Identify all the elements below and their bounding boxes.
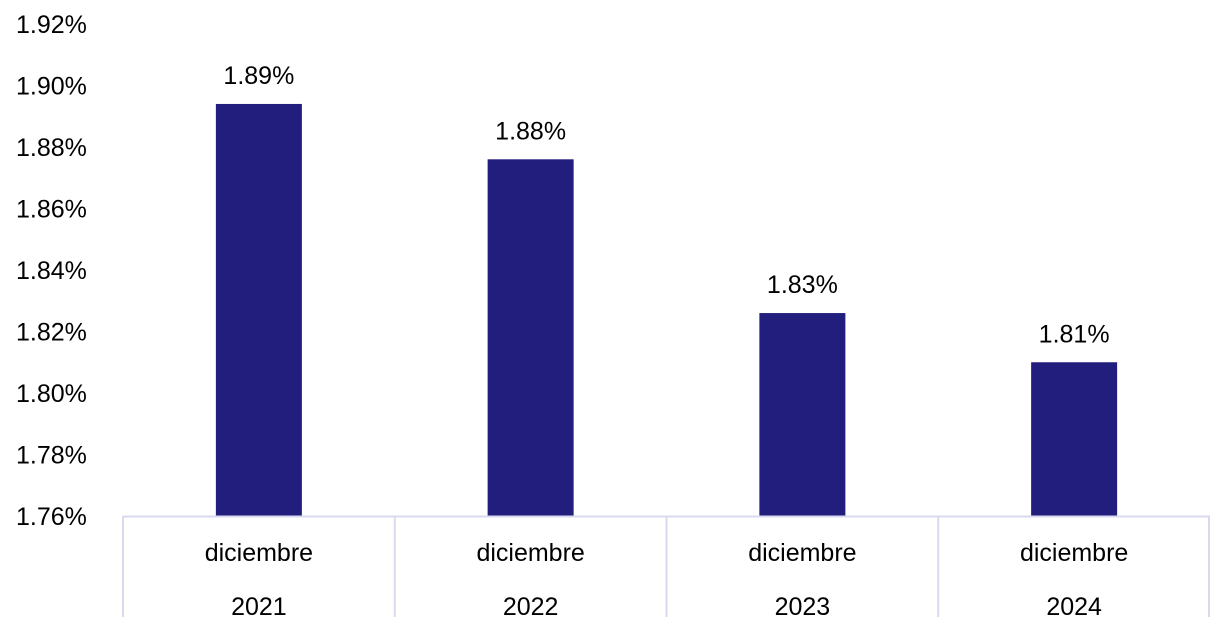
y-tick-label: 1.92% <box>16 11 87 39</box>
data-label: 1.83% <box>767 271 838 299</box>
y-tick-label: 1.80% <box>16 380 87 408</box>
x-category-label-year: 2022 <box>503 593 559 617</box>
y-tick-label: 1.90% <box>16 73 87 101</box>
bar <box>759 313 846 516</box>
y-tick-label: 1.84% <box>16 257 87 285</box>
x-category-label-month: diciembre <box>476 539 584 567</box>
y-tick-label: 1.76% <box>16 503 87 531</box>
x-category-label-month: diciembre <box>748 539 856 567</box>
x-category-label-month: diciembre <box>205 539 313 567</box>
y-tick-label: 1.88% <box>16 134 87 162</box>
bar <box>215 103 302 516</box>
y-axis: 1.76% 1.78% 1.80% 1.82% 1.84% 1.86% 1.88% 1.90%… <box>16 11 87 531</box>
x-category-label-year: 2023 <box>775 593 831 617</box>
x-category-label-year: 2021 <box>231 593 287 617</box>
data-label: 1.81% <box>1039 320 1110 348</box>
x-category-label-month: diciembre <box>1020 539 1128 567</box>
bar <box>487 159 574 517</box>
y-tick-label: 1.82% <box>16 319 87 347</box>
data-label: 1.88% <box>495 117 566 145</box>
data-labels: 1.89% 1.88% 1.83% 1.81% <box>223 62 1109 348</box>
x-category-label-year: 2024 <box>1046 593 1102 617</box>
y-tick-label: 1.86% <box>16 196 87 224</box>
bar <box>1031 362 1118 516</box>
y-tick-label: 1.78% <box>16 442 87 470</box>
x-axis: diciembre 2021 diciembre 2022 diciembre 2023 d… <box>122 515 1210 617</box>
bars <box>215 103 1118 517</box>
data-label: 1.89% <box>223 62 294 90</box>
